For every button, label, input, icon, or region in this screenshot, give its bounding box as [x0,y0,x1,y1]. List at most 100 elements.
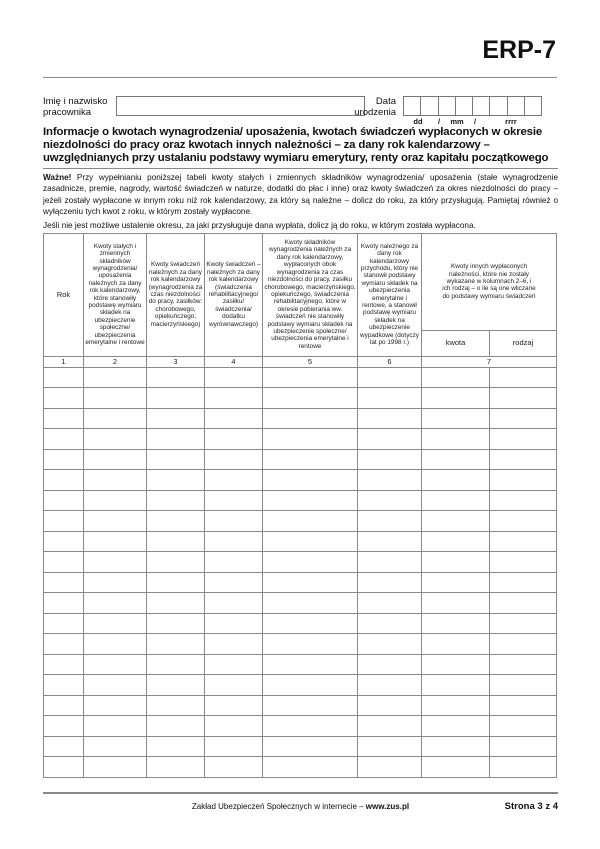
table-cell[interactable] [83,674,147,696]
table-cell[interactable] [146,448,205,471]
table-cell[interactable] [146,428,205,450]
table-cell[interactable] [357,387,422,409]
table-cell[interactable] [43,674,84,696]
table-cell[interactable] [204,715,263,737]
table-cell[interactable] [146,489,205,512]
table-cell[interactable] [83,387,147,409]
table-cell[interactable] [262,510,358,532]
table-cell[interactable] [421,612,490,635]
table-cell[interactable] [204,387,263,409]
table-cell[interactable] [489,469,557,491]
table-cell[interactable] [489,633,557,655]
table-cell[interactable] [357,612,422,635]
table-cell[interactable] [357,592,422,614]
date-digit-cell[interactable] [403,96,422,116]
table-cell[interactable] [357,735,422,758]
table-cell[interactable] [83,407,147,430]
table-cell[interactable] [357,407,422,430]
table-cell[interactable] [43,735,84,758]
table-cell[interactable] [489,510,557,532]
table-cell[interactable] [489,530,557,553]
table-cell[interactable] [204,674,263,696]
table-cell[interactable] [43,612,84,635]
table-cell[interactable] [43,633,84,655]
table-cell[interactable] [43,407,84,430]
table-cell[interactable] [421,428,490,450]
table-cell[interactable] [262,530,358,553]
table-cell[interactable] [43,448,84,471]
table-cell[interactable] [489,366,557,389]
table-cell[interactable] [262,653,358,676]
table-cell[interactable] [262,469,358,491]
table-cell[interactable] [43,694,84,717]
table-cell[interactable] [357,674,422,696]
table-cell[interactable] [83,756,147,778]
table-cell[interactable] [43,366,84,389]
table-cell[interactable] [421,715,490,737]
table-cell[interactable] [489,674,557,696]
table-cell[interactable] [83,571,147,594]
table-cell[interactable] [83,510,147,532]
table-cell[interactable] [489,735,557,758]
table-cell[interactable] [357,510,422,532]
table-cell[interactable] [146,735,205,758]
table-cell[interactable] [262,633,358,655]
table-cell[interactable] [357,633,422,655]
table-cell[interactable] [204,551,263,573]
table-cell[interactable] [83,653,147,676]
date-digit-cell[interactable] [489,96,508,116]
table-cell[interactable] [357,366,422,389]
table-cell[interactable] [43,428,84,450]
table-cell[interactable] [421,694,490,717]
table-cell[interactable] [357,469,422,491]
table-cell[interactable] [204,592,263,614]
table-cell[interactable] [262,715,358,737]
table-cell[interactable] [262,612,358,635]
table-cell[interactable] [204,428,263,450]
table-cell[interactable] [204,366,263,389]
table-cell[interactable] [262,366,358,389]
table-cell[interactable] [83,428,147,450]
table-cell[interactable] [204,694,263,717]
table-cell[interactable] [146,366,205,389]
name-input[interactable] [116,96,365,116]
table-cell[interactable] [43,387,84,409]
table-cell[interactable] [83,612,147,635]
table-cell[interactable] [421,530,490,553]
table-cell[interactable] [43,489,84,512]
table-cell[interactable] [357,715,422,737]
table-cell[interactable] [146,715,205,737]
table-cell[interactable] [204,469,263,491]
table-cell[interactable] [357,756,422,778]
table-cell[interactable] [83,489,147,512]
table-cell[interactable] [83,633,147,655]
table-cell[interactable] [421,366,490,389]
table-cell[interactable] [357,530,422,553]
table-cell[interactable] [83,366,147,389]
table-cell[interactable] [204,756,263,778]
table-cell[interactable] [146,756,205,778]
table-cell[interactable] [204,612,263,635]
table-cell[interactable] [146,387,205,409]
table-cell[interactable] [146,530,205,553]
table-cell[interactable] [83,448,147,471]
table-cell[interactable] [421,674,490,696]
table-cell[interactable] [421,592,490,614]
table-cell[interactable] [262,448,358,471]
table-cell[interactable] [146,469,205,491]
table-cell[interactable] [489,694,557,717]
table-cell[interactable] [146,571,205,594]
table-cell[interactable] [262,489,358,512]
table-cell[interactable] [204,530,263,553]
table-cell[interactable] [43,510,84,532]
table-cell[interactable] [204,633,263,655]
date-digit-cell[interactable] [472,96,491,116]
table-cell[interactable] [421,469,490,491]
table-cell[interactable] [421,489,490,512]
table-cell[interactable] [146,653,205,676]
table-cell[interactable] [489,448,557,471]
table-cell[interactable] [43,653,84,676]
table-cell[interactable] [421,510,490,532]
table-cell[interactable] [146,551,205,573]
date-digit-cell[interactable] [454,96,474,116]
